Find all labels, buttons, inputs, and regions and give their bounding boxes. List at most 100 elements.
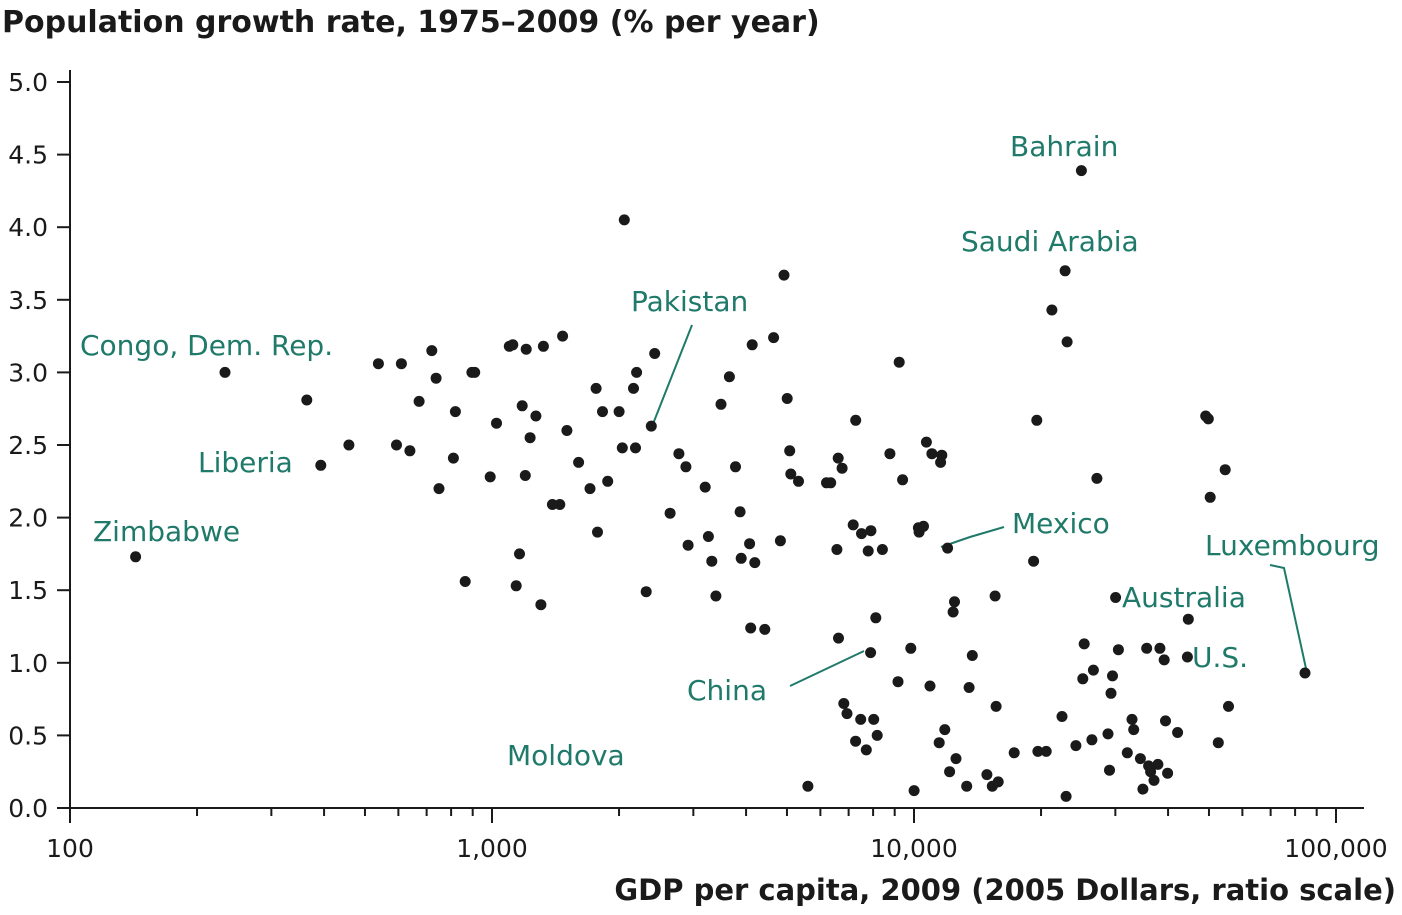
data-point	[746, 339, 758, 351]
data-point	[1070, 740, 1082, 752]
data-point	[850, 414, 862, 426]
data-point	[990, 700, 1002, 712]
annotation-pakistan: Pakistan	[631, 285, 748, 318]
data-point	[1061, 336, 1073, 348]
y-ticks: 0.0 0.5 1.0 1.5 2.0 2.5 3.0 3.5 4.0 4.5 5.0	[8, 68, 70, 823]
data-point	[1077, 673, 1089, 685]
data-point	[447, 452, 459, 464]
data-point	[404, 445, 416, 457]
data-point	[507, 339, 519, 351]
chart-title: Population growth rate, 1975–2009 (% per…	[2, 5, 820, 40]
leader-luxembourg	[1269, 564, 1308, 674]
data-point	[802, 780, 814, 792]
data-point	[514, 548, 525, 560]
data-point	[1107, 670, 1118, 682]
data-point	[1202, 413, 1214, 425]
y-tick-label: 4.0	[8, 213, 48, 242]
data-point	[862, 545, 874, 557]
annotation-liberia: Liberia	[198, 446, 293, 479]
data-point	[884, 448, 896, 460]
data-point	[847, 519, 859, 531]
data-point	[856, 528, 867, 540]
data-point	[413, 395, 425, 407]
data-point	[981, 769, 993, 781]
data-point	[715, 398, 727, 410]
data-point	[449, 406, 461, 418]
data-point	[1032, 745, 1044, 757]
data-point	[838, 698, 850, 709]
data-point	[1134, 753, 1146, 765]
x-tick-label: 100	[46, 834, 94, 863]
data-point	[1059, 265, 1071, 277]
data-point	[1008, 747, 1020, 759]
data-point	[1160, 715, 1171, 727]
data-point	[1104, 764, 1115, 776]
data-point	[1137, 783, 1149, 795]
data-point	[744, 538, 756, 550]
leader-pakistan	[650, 324, 693, 430]
data-point	[1046, 304, 1058, 316]
data-point	[699, 481, 711, 493]
data-point	[219, 366, 231, 378]
data-point	[926, 448, 938, 460]
y-tick-label: 2.5	[8, 431, 48, 460]
data-point	[831, 544, 843, 555]
data-point	[832, 452, 844, 464]
data-point	[734, 506, 746, 518]
annotation-saudi-arabia: Saudi Arabia	[961, 225, 1139, 258]
data-point	[1060, 790, 1072, 802]
data-point	[947, 606, 959, 618]
data-point	[836, 462, 848, 474]
data-point	[535, 599, 547, 611]
data-point	[924, 680, 936, 692]
annotation-luxembourg: Luxembourg	[1205, 529, 1380, 562]
axes	[69, 70, 1364, 809]
data-point	[561, 425, 573, 436]
data-point	[491, 417, 502, 429]
data-point	[673, 448, 685, 460]
data-point	[1158, 654, 1170, 666]
annotation-moldova: Moldova	[507, 739, 625, 772]
data-point	[1204, 491, 1216, 503]
data-point	[961, 780, 973, 792]
data-point	[870, 612, 882, 624]
data-point	[944, 766, 956, 778]
data-point	[618, 214, 630, 226]
data-point	[1154, 642, 1166, 654]
data-point	[590, 382, 602, 394]
data-point	[520, 343, 532, 355]
data-point	[554, 499, 566, 510]
data-point	[1040, 745, 1052, 757]
data-point	[702, 531, 714, 542]
data-point	[343, 439, 355, 451]
data-point	[1219, 464, 1231, 476]
data-point	[1112, 644, 1124, 656]
y-tick-label: 3.0	[8, 358, 48, 387]
data-point	[602, 475, 614, 487]
data-point	[1145, 766, 1157, 778]
y-tick-label: 2.0	[8, 504, 48, 533]
data-point	[1121, 747, 1133, 759]
data-point	[395, 358, 407, 370]
data-point	[484, 471, 496, 483]
data-point	[825, 477, 837, 489]
data-point	[630, 442, 641, 454]
data-point	[918, 520, 929, 532]
data-point	[855, 713, 867, 725]
data-point	[1212, 737, 1224, 749]
data-point	[1182, 613, 1194, 625]
data-point	[524, 432, 536, 444]
annotation-us: U.S.	[1192, 641, 1248, 674]
data-point	[1299, 667, 1311, 679]
data-point	[391, 439, 402, 451]
data-point	[706, 555, 718, 567]
data-point	[430, 372, 442, 384]
data-point	[315, 459, 327, 471]
data-point	[372, 358, 384, 370]
data-point	[1078, 638, 1090, 650]
x-axis-title: GDP per capita, 2009 (2005 Dollars, rati…	[614, 873, 1396, 907]
data-point	[680, 461, 692, 473]
data-point	[745, 622, 757, 634]
annotation-zimbabwe: Zimbabwe	[93, 515, 240, 548]
data-point	[1152, 758, 1164, 770]
